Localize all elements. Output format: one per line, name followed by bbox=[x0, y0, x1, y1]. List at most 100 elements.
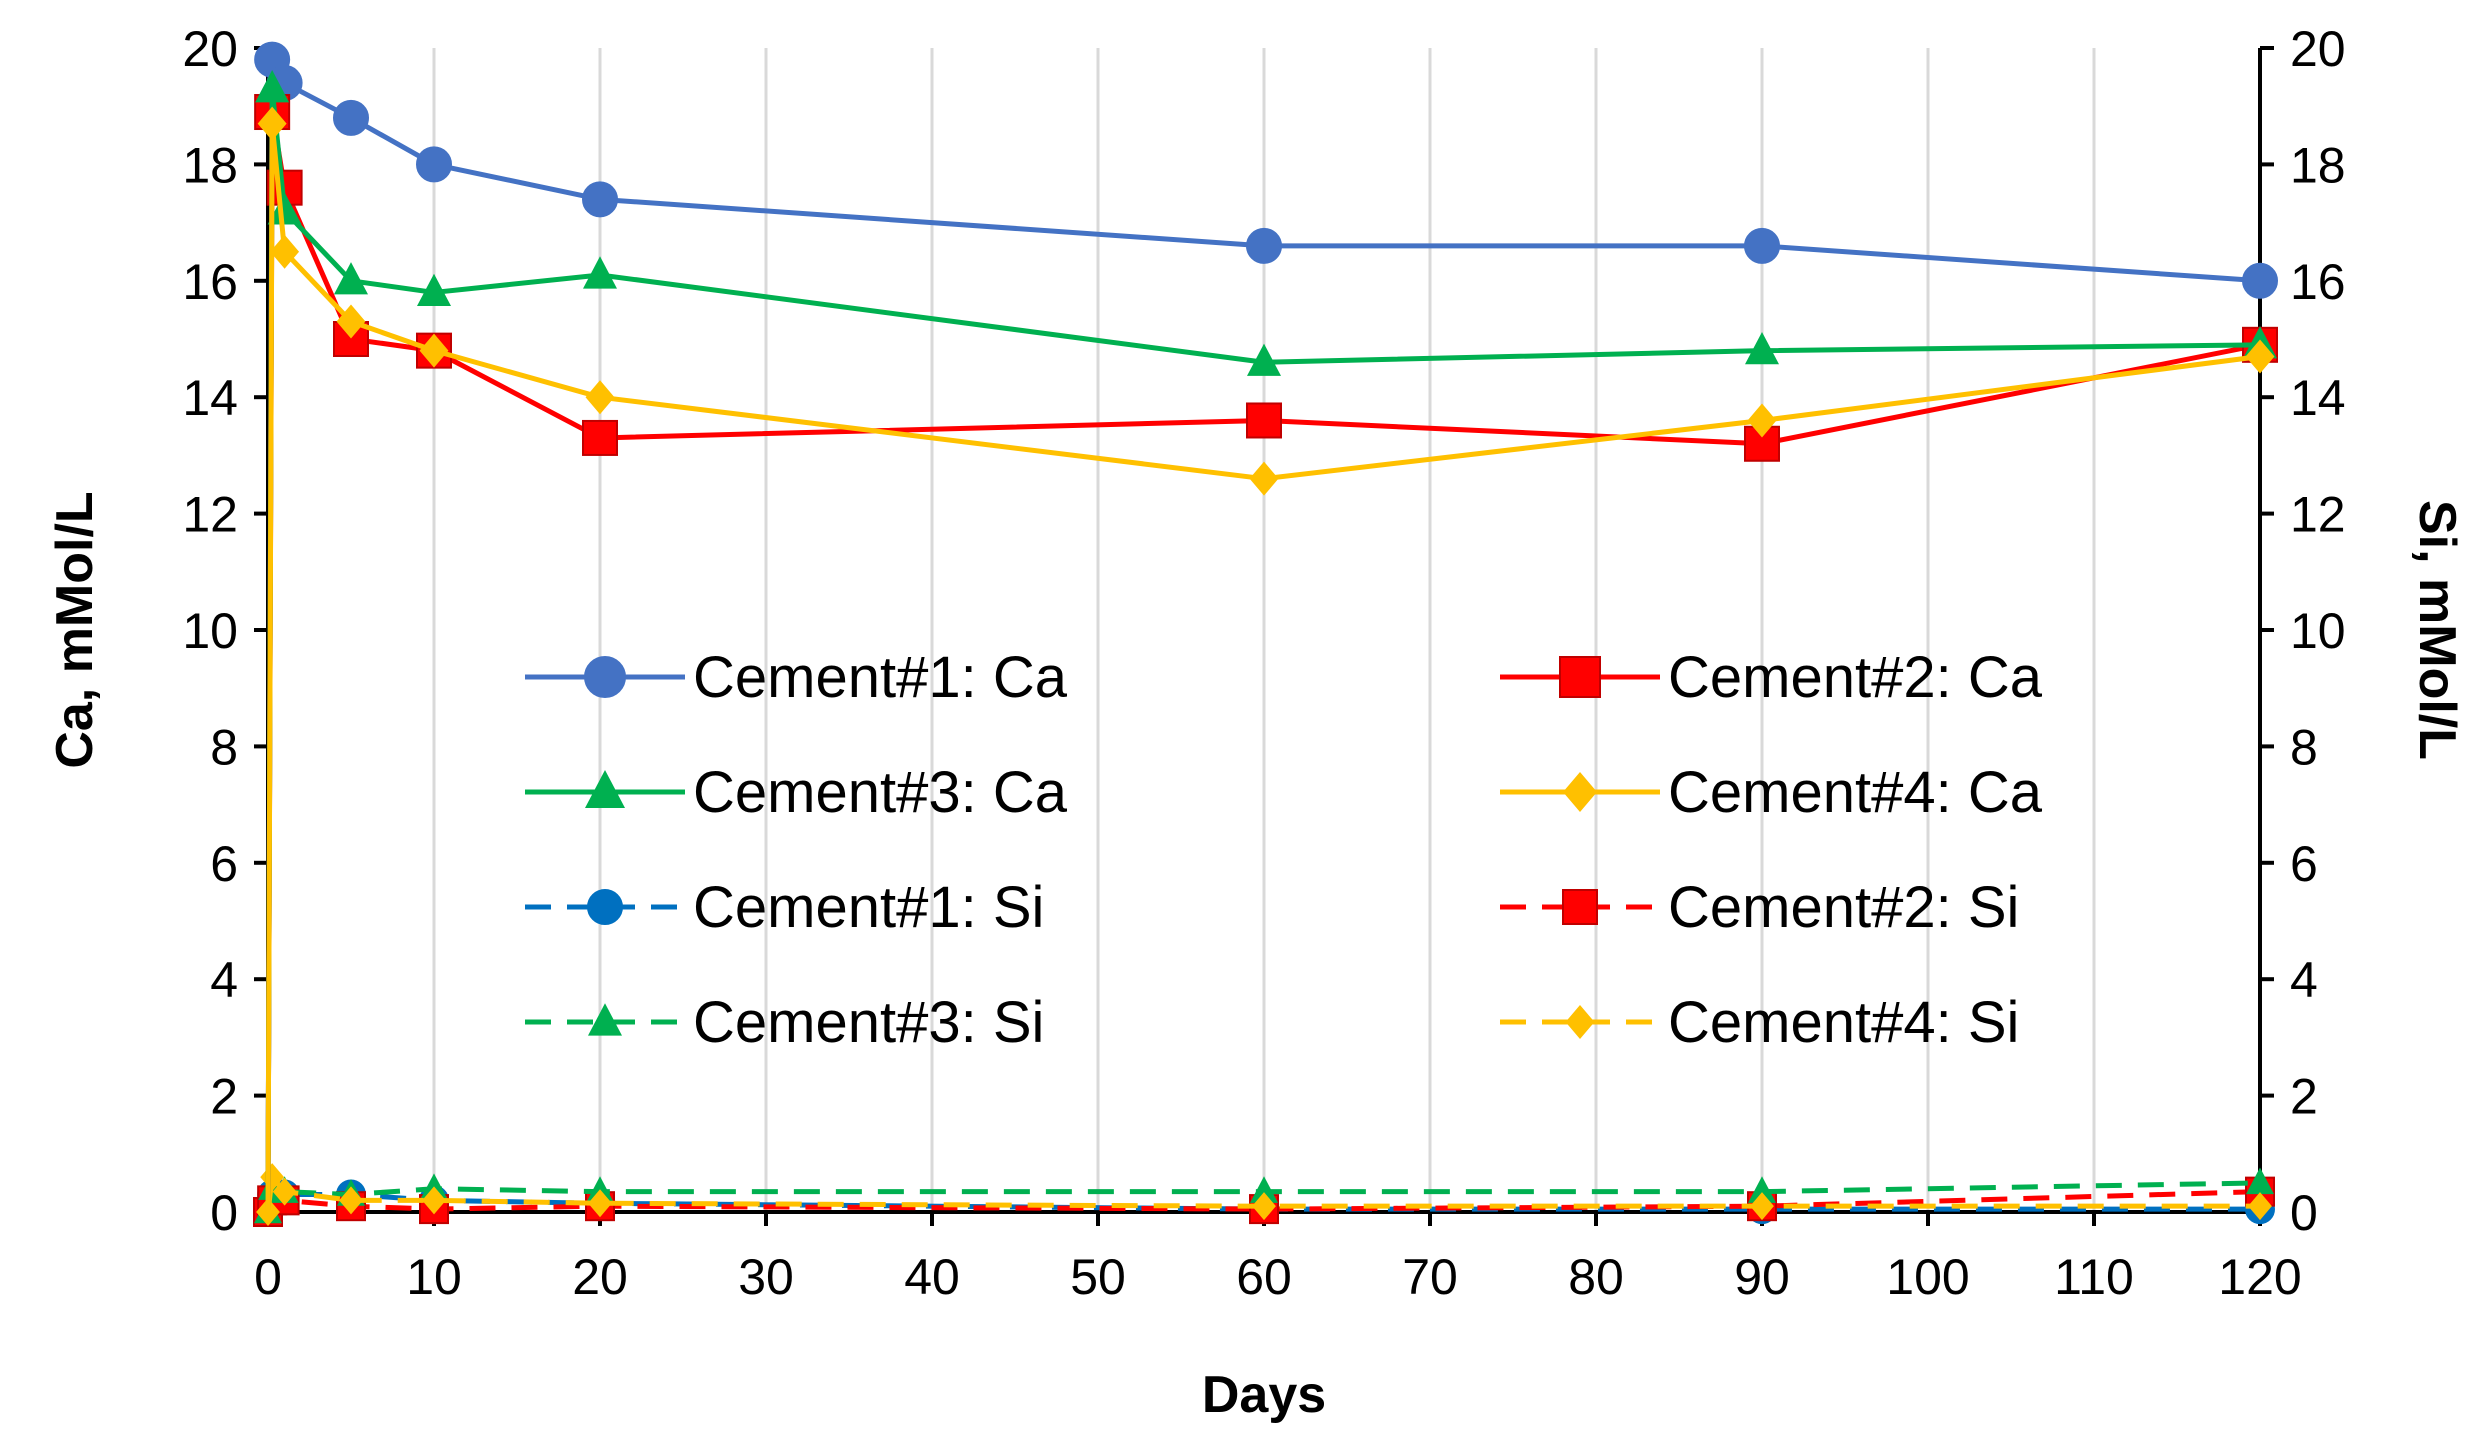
x-tick-label: 10 bbox=[406, 1249, 462, 1305]
data-point bbox=[1744, 425, 1780, 462]
y-tick-label: 4 bbox=[210, 952, 238, 1008]
y2-tick-label: 0 bbox=[2290, 1185, 2318, 1241]
x-tick-label: 20 bbox=[572, 1249, 628, 1305]
data-point bbox=[339, 1186, 363, 1215]
data-point bbox=[334, 262, 368, 295]
y-tick-label: 8 bbox=[210, 719, 238, 775]
y-tick-label: 6 bbox=[210, 836, 238, 892]
series-4 bbox=[257, 106, 2275, 1213]
y2-tick-label: 16 bbox=[2290, 254, 2346, 310]
x-tick-label: 70 bbox=[1402, 1249, 1458, 1305]
legend: Cement#1: Ca Cement#2: Ca Cement#3: Ca Ceme… bbox=[525, 645, 2043, 1055]
data-point bbox=[1246, 227, 1282, 264]
legend-label: Cement#4: Si bbox=[1668, 990, 2019, 1055]
data-series bbox=[253, 41, 2278, 1227]
data-point bbox=[1748, 1176, 1776, 1203]
y2-tick-label: 10 bbox=[2290, 603, 2346, 659]
data-point bbox=[1750, 1192, 1774, 1221]
data-point bbox=[333, 99, 369, 136]
y2-axis-title: Si, mMol/L bbox=[2408, 500, 2466, 760]
data-point bbox=[272, 1177, 297, 1206]
legend-item: Cement#3: Si bbox=[525, 990, 1044, 1055]
data-point bbox=[419, 333, 449, 368]
x-tick-label: 100 bbox=[1886, 1249, 1969, 1305]
data-point bbox=[270, 234, 300, 269]
series-1 bbox=[254, 41, 2278, 1213]
legend-item: Cement#1: Si bbox=[525, 875, 1044, 940]
x-tick-label: 50 bbox=[1070, 1249, 1126, 1305]
data-point bbox=[2248, 1192, 2272, 1221]
legend-item: Cement#1: Ca bbox=[525, 645, 1068, 710]
data-point bbox=[1247, 343, 1281, 376]
x-axis-title: Days bbox=[1202, 1366, 1326, 1424]
data-point bbox=[417, 273, 451, 307]
x-tick-label: 110 bbox=[2054, 1249, 2134, 1305]
data-point bbox=[1747, 403, 1777, 438]
y2-tick-label: 2 bbox=[2290, 1069, 2318, 1125]
y-axis-title: Ca, mMol/L bbox=[46, 491, 104, 768]
x-tick-label: 120 bbox=[2218, 1249, 2301, 1305]
y-tick-label: 10 bbox=[182, 603, 238, 659]
data-point bbox=[267, 192, 302, 225]
legend-label: Cement#2: Si bbox=[1668, 875, 2019, 940]
x-tick-label: 0 bbox=[254, 1249, 282, 1305]
legend-label: Cement#4: Ca bbox=[1668, 760, 2043, 825]
data-point bbox=[257, 106, 287, 141]
legend-marker bbox=[1565, 1005, 1595, 1039]
legend-label: Cement#3: Ca bbox=[693, 760, 1068, 825]
data-point bbox=[336, 304, 366, 339]
data-point bbox=[1246, 402, 1282, 439]
legend-marker bbox=[587, 889, 623, 925]
data-point bbox=[416, 146, 452, 183]
legend-item: Cement#4: Si bbox=[1500, 990, 2019, 1055]
x-tick-label: 40 bbox=[904, 1249, 960, 1305]
data-point bbox=[1745, 331, 1779, 365]
y-tick-label: 16 bbox=[182, 254, 238, 310]
data-point bbox=[1252, 1192, 1276, 1221]
y2-tick-label: 8 bbox=[2290, 719, 2318, 775]
legend-label: Cement#1: Ca bbox=[693, 645, 1068, 710]
y2-tick-label: 20 bbox=[2290, 21, 2346, 77]
series-line bbox=[265, 1174, 2260, 1213]
data-point bbox=[1250, 1176, 1278, 1203]
y2-tick-label: 12 bbox=[2290, 487, 2346, 543]
legend-marker bbox=[588, 1003, 622, 1036]
y2-tick-label: 18 bbox=[2290, 137, 2346, 193]
data-point bbox=[2245, 339, 2275, 374]
data-point bbox=[422, 1186, 446, 1215]
y2-tick-label: 4 bbox=[2290, 952, 2318, 1008]
y2-tick-label: 6 bbox=[2290, 836, 2318, 892]
y-tick-label: 2 bbox=[210, 1069, 238, 1125]
legend-item: Cement#3: Ca bbox=[525, 760, 1068, 825]
y-tick-label: 0 bbox=[210, 1185, 238, 1241]
legend-marker bbox=[584, 656, 626, 698]
y-tick-label: 20 bbox=[182, 21, 238, 77]
data-point bbox=[1744, 227, 1780, 264]
y-tick-label: 12 bbox=[182, 487, 238, 543]
data-point bbox=[582, 419, 618, 456]
y2-tick-label: 14 bbox=[2290, 370, 2346, 426]
legend-label: Cement#1: Si bbox=[693, 875, 1044, 940]
legend-label: Cement#2: Ca bbox=[1668, 645, 2043, 710]
legend-marker bbox=[585, 770, 625, 808]
data-point bbox=[1249, 461, 1279, 496]
data-point bbox=[585, 380, 615, 415]
data-point bbox=[2246, 1167, 2274, 1195]
data-point bbox=[255, 70, 290, 103]
legend-item: Cement#2: Si bbox=[1500, 875, 2019, 940]
x-tick-label: 60 bbox=[1236, 1249, 1292, 1305]
legend-marker bbox=[1563, 772, 1597, 812]
legend-item: Cement#4: Ca bbox=[1500, 760, 2043, 825]
data-point bbox=[2242, 262, 2278, 299]
legend-marker bbox=[1559, 656, 1601, 698]
x-tick-label: 30 bbox=[738, 1249, 794, 1305]
data-point bbox=[588, 1189, 612, 1218]
legend-marker bbox=[1562, 889, 1598, 925]
legend-label: Cement#3: Si bbox=[693, 990, 1044, 1055]
data-point bbox=[582, 181, 618, 218]
x-tick-label: 80 bbox=[1568, 1249, 1624, 1305]
y-tick-label: 18 bbox=[182, 137, 238, 193]
y-tick-label: 14 bbox=[182, 370, 238, 426]
